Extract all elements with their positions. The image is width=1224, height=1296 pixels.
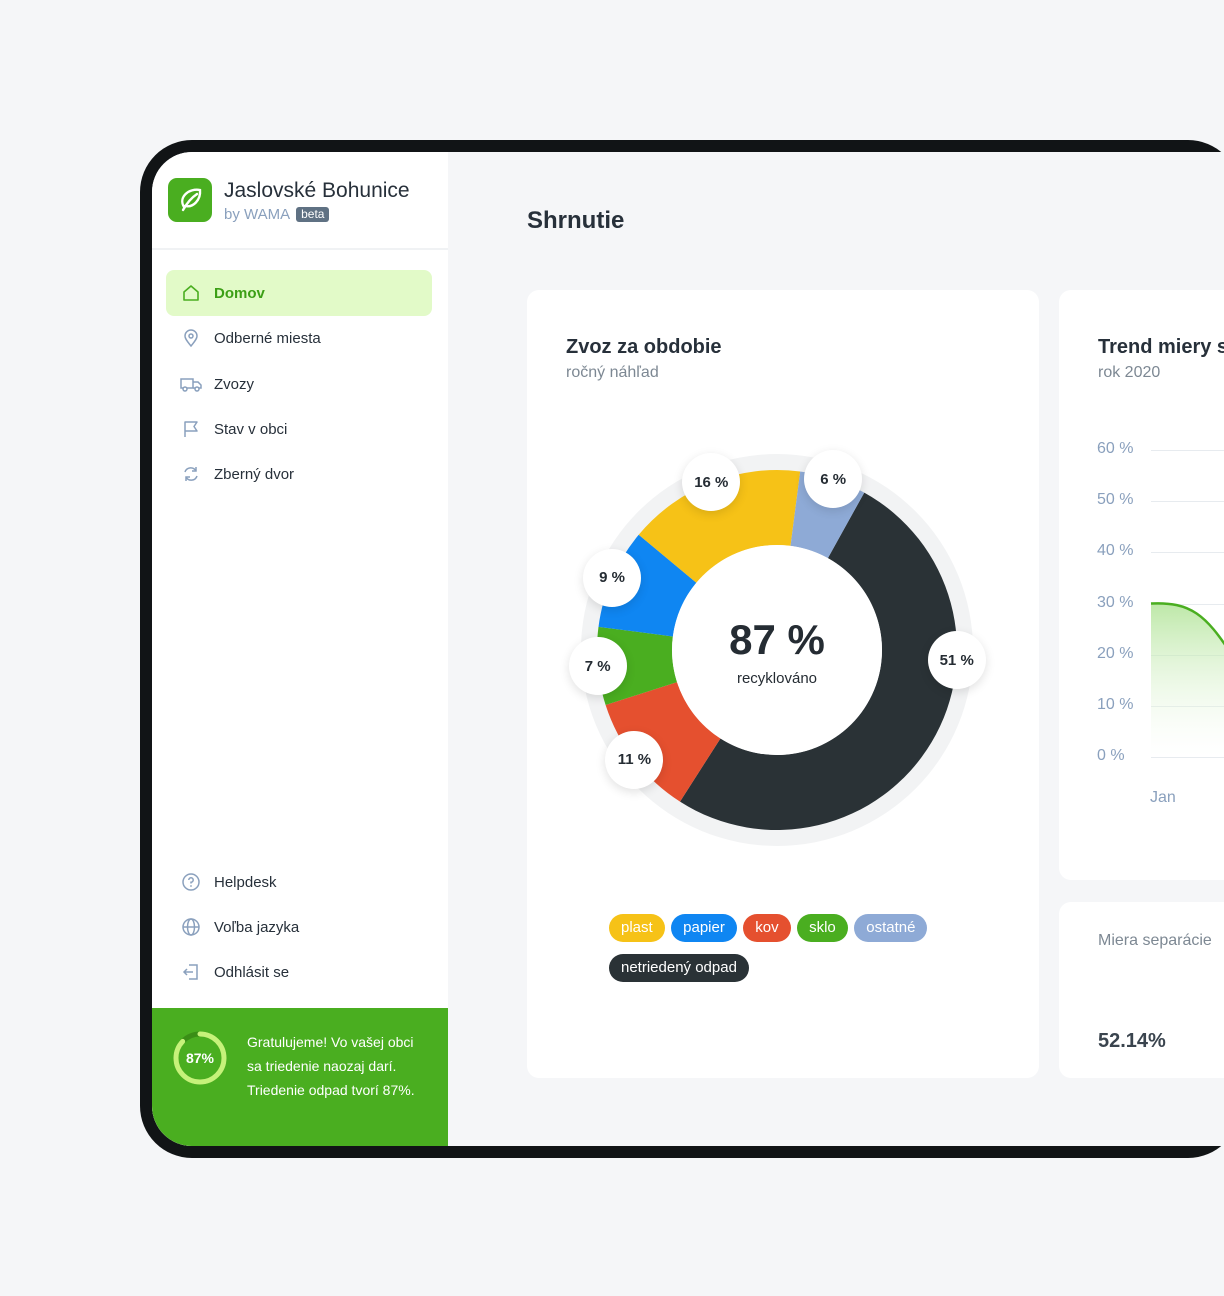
donut-card-subtitle: ročný náhľad	[566, 364, 659, 381]
donut-slice-netriedený-odpad[interactable]	[680, 492, 958, 831]
beta-badge: beta	[296, 207, 330, 222]
sidebar-item-label: Voľba jazyka	[214, 918, 300, 936]
sidebar-item-label: Odhlásit se	[214, 963, 290, 981]
stat-value: 52.14%	[1098, 1030, 1166, 1052]
sidebar-item-label: Stav v obci	[214, 420, 288, 438]
legend-chip-plast[interactable]: plast	[609, 914, 665, 942]
app-screen: Jaslovské Bohunice by WAMA beta Domov Odb…	[152, 152, 1224, 1146]
donut-hole	[672, 545, 882, 755]
y-tick-label: 10 %	[1097, 695, 1134, 713]
donut-center-label: recyklováno	[736, 670, 818, 687]
sidebar-item-label: Zberný dvor	[214, 465, 295, 483]
y-tick-label: 30 %	[1097, 593, 1134, 611]
stat-label: Miera separácie	[1098, 932, 1212, 949]
donut-slice-kov[interactable]	[605, 682, 721, 802]
leaf-logo-icon	[168, 178, 212, 222]
sidebar-divider	[152, 248, 448, 250]
sidebar-item-stav-v-obci[interactable]: Stav v obci	[166, 406, 432, 452]
donut-label-ostatné: 6 %	[804, 450, 863, 508]
page-title: Shrnutie	[527, 207, 625, 234]
truck-icon	[180, 373, 202, 395]
legend-chip-ostatne[interactable]: ostatné	[854, 914, 928, 942]
donut-label-sklo: 7 %	[568, 637, 627, 696]
brand-by-text: by WAMA	[224, 206, 291, 223]
sidebar-item-zberny-dvor[interactable]: Zberný dvor	[166, 451, 432, 497]
sidebar-item-zvozy[interactable]: Zvozy	[166, 361, 432, 407]
sidebar-item-odberne-miesta[interactable]: Odberné miesta	[166, 315, 432, 361]
trend-area-fill	[1151, 603, 1224, 757]
trend-card: Trend miery s rok 2020 60 % 50 % 40 % 30 % 2…	[1059, 290, 1224, 880]
legend-chip-kov[interactable]: kov	[743, 914, 791, 942]
stat-card: Miera separácie 52.14%	[1059, 902, 1224, 1078]
help-icon	[180, 871, 202, 893]
donut-label-plast: 16 %	[682, 453, 741, 512]
donut-card-title: Zvoz za obdobie	[566, 336, 722, 358]
sidebar-item-label: Odberné miesta	[214, 329, 321, 347]
refresh-icon	[180, 463, 202, 485]
sidebar-item-domov[interactable]: Domov	[166, 270, 432, 316]
globe-icon	[180, 916, 202, 938]
donut-card: Zvoz za obdobie ročný náhľad 51 % 11 % 7 %…	[527, 290, 1039, 1078]
trend-card-title: Trend miery s	[1098, 336, 1224, 358]
logout-icon	[180, 961, 202, 983]
y-tick-label: 20 %	[1097, 644, 1134, 662]
promo-message: Gratulujeme! Vo vašej obci sa triedenie …	[247, 1034, 415, 1098]
donut-center-value: 87 %	[729, 616, 825, 663]
gridline	[1151, 603, 1224, 605]
sidebar-item-odhlasit-se[interactable]: Odhlásit se	[166, 949, 432, 995]
trend-card-subtitle: rok 2020	[1098, 364, 1161, 381]
legend-chip-netriedeny-odpad[interactable]: netriedený odpad	[609, 954, 749, 982]
trend-line	[1150, 602, 1224, 646]
sidebar-item-label: Zvozy	[214, 375, 255, 393]
sidebar-item-label: Helpdesk	[214, 873, 277, 891]
donut-legend: plast papier kov sklo ostatné netriedený…	[609, 914, 969, 994]
y-tick-label: 50 %	[1097, 491, 1134, 509]
gridline	[1151, 501, 1224, 503]
sidebar-item-label: Domov	[214, 284, 265, 302]
y-tick-label: 60 %	[1097, 440, 1134, 457]
brand-name: Jaslovské Bohunice	[224, 179, 410, 202]
donut-chart: 51 % 11 % 7 % 9 % 16 % 6 % 87 % recyklováno	[567, 440, 987, 860]
flag-icon	[180, 418, 202, 440]
donut-label-netriedený-odpad: 51 %	[927, 631, 986, 690]
sidebar-item-helpdesk[interactable]: Helpdesk	[166, 859, 432, 905]
sidebar: Jaslovské Bohunice by WAMA beta Domov Odb…	[152, 152, 448, 1146]
y-tick-label: 40 %	[1097, 542, 1134, 560]
brand-by: by WAMA beta	[224, 206, 330, 223]
donut-label-papier: 9 %	[583, 548, 642, 607]
gridline	[1151, 552, 1224, 554]
y-tick-label: 0 %	[1097, 747, 1125, 764]
location-pin-icon	[180, 327, 202, 349]
gridline	[1151, 450, 1224, 451]
donut-label-kov: 11 %	[605, 730, 664, 789]
legend-chip-papier[interactable]: papier	[671, 914, 737, 942]
gridline	[1151, 757, 1224, 758]
donut-svg	[581, 454, 973, 846]
promo-banner: 87% Gratulujeme! Vo vašej obci sa triede…	[152, 1008, 448, 1146]
progress-ring	[173, 1031, 227, 1085]
sidebar-item-volba-jazyka[interactable]: Voľba jazyka	[166, 904, 432, 950]
x-tick-label: Jan	[1150, 789, 1176, 806]
trend-area-chart	[1150, 602, 1224, 757]
home-icon	[180, 282, 202, 304]
progress-ring-label: 87%	[185, 1050, 215, 1066]
legend-chip-sklo[interactable]: sklo	[797, 914, 848, 942]
donut-slice-plast[interactable]	[638, 470, 801, 583]
